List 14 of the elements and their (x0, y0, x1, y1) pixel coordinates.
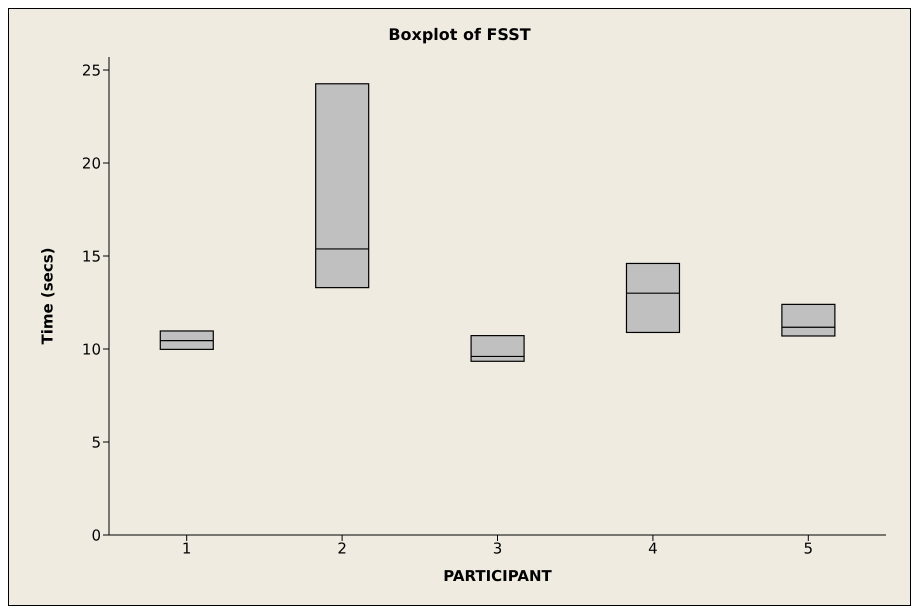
x-tick-label: 2 (337, 540, 347, 558)
y-tick-label: 5 (91, 433, 101, 452)
y-tick-label: 0 (91, 526, 101, 544)
x-tick-label: 1 (182, 540, 192, 558)
y-tick-label: 20 (82, 154, 101, 172)
y-tick-label: 25 (82, 61, 101, 80)
x-tick-label: 5 (804, 540, 814, 558)
x-axis-title: PARTICIPANT (443, 567, 553, 585)
y-axis-title: Time (secs) (38, 247, 56, 345)
x-tick-label: 4 (648, 540, 658, 558)
y-tick-label: 15 (82, 247, 101, 266)
chart-title: Boxplot of FSST (387, 25, 532, 44)
y-tick-label: 10 (82, 340, 101, 358)
x-tick-label: 3 (492, 540, 502, 558)
